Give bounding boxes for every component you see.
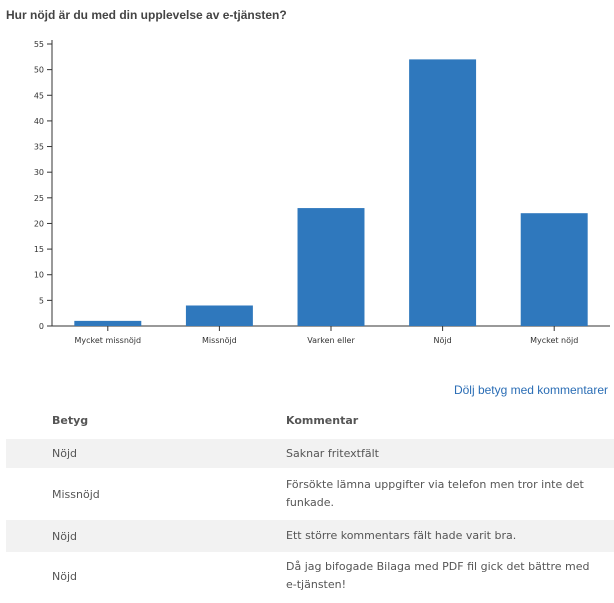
y-tick-label: 55 bbox=[34, 40, 44, 49]
y-tick-label: 10 bbox=[34, 271, 44, 280]
comment-cell: Ett större kommentars fält hade varit br… bbox=[286, 520, 614, 552]
table-row: Nöjd Då jag bifogade Bilaga med PDF fil … bbox=[6, 552, 614, 600]
rating-cell: Nöjd bbox=[52, 569, 77, 583]
bar bbox=[185, 305, 253, 326]
x-tick-label: Mycket nöjd bbox=[530, 336, 578, 345]
y-tick-label: 45 bbox=[34, 91, 44, 100]
table-header-row: Betyg Kommentar bbox=[6, 402, 614, 439]
x-tick-label: Nöjd bbox=[434, 336, 452, 345]
column-header-rating: Betyg bbox=[52, 414, 89, 427]
bar bbox=[409, 59, 477, 326]
comment-cell: Då jag bifogade Bilaga med PDF fil gick … bbox=[286, 560, 590, 591]
comment-cell: Försökte lämna uppgifter via telefon men… bbox=[286, 478, 584, 509]
bar bbox=[74, 320, 142, 326]
x-tick-label: Varken eller bbox=[307, 336, 355, 345]
comment-cell: Saknar fritextfält bbox=[286, 439, 614, 468]
y-tick-label: 30 bbox=[34, 168, 44, 177]
table-row: Nöjd Ett större kommentars fält hade var… bbox=[6, 520, 614, 552]
y-tick-label: 20 bbox=[34, 219, 44, 228]
ratings-table: Betyg Kommentar Nöjd Saknar fritextfält … bbox=[6, 402, 614, 600]
rating-cell: Missnöjd bbox=[52, 487, 100, 501]
bar-chart: 0 5 10 15 20 25 30 35 40 45 50 55 Mycket missnöjd Mis… bbox=[34, 40, 610, 345]
bar bbox=[297, 208, 365, 326]
y-tick-label: 15 bbox=[34, 245, 44, 254]
table-row: Missnöjd Försökte lämna uppgifter via te… bbox=[6, 468, 614, 520]
x-tick-label: Missnöjd bbox=[202, 336, 237, 345]
y-tick-label: 40 bbox=[34, 117, 44, 126]
table-row: Nöjd Saknar fritextfält bbox=[6, 439, 614, 468]
rating-cell: Nöjd bbox=[6, 439, 286, 468]
y-tick-label: 35 bbox=[34, 143, 44, 152]
hide-ratings-link[interactable]: Dölj betyg med kommentarer bbox=[453, 383, 608, 397]
y-tick-label: 5 bbox=[39, 296, 44, 305]
column-header-comment: Kommentar bbox=[286, 414, 359, 427]
bar bbox=[520, 213, 588, 326]
rating-cell: Nöjd bbox=[6, 520, 286, 552]
y-tick-label: 25 bbox=[34, 194, 44, 203]
y-tick-label: 0 bbox=[39, 322, 44, 331]
x-tick-label: Mycket missnöjd bbox=[74, 336, 141, 345]
chart-title: Hur nöjd är du med din upplevelse av e-t… bbox=[6, 8, 287, 22]
y-tick-label: 50 bbox=[34, 66, 44, 75]
